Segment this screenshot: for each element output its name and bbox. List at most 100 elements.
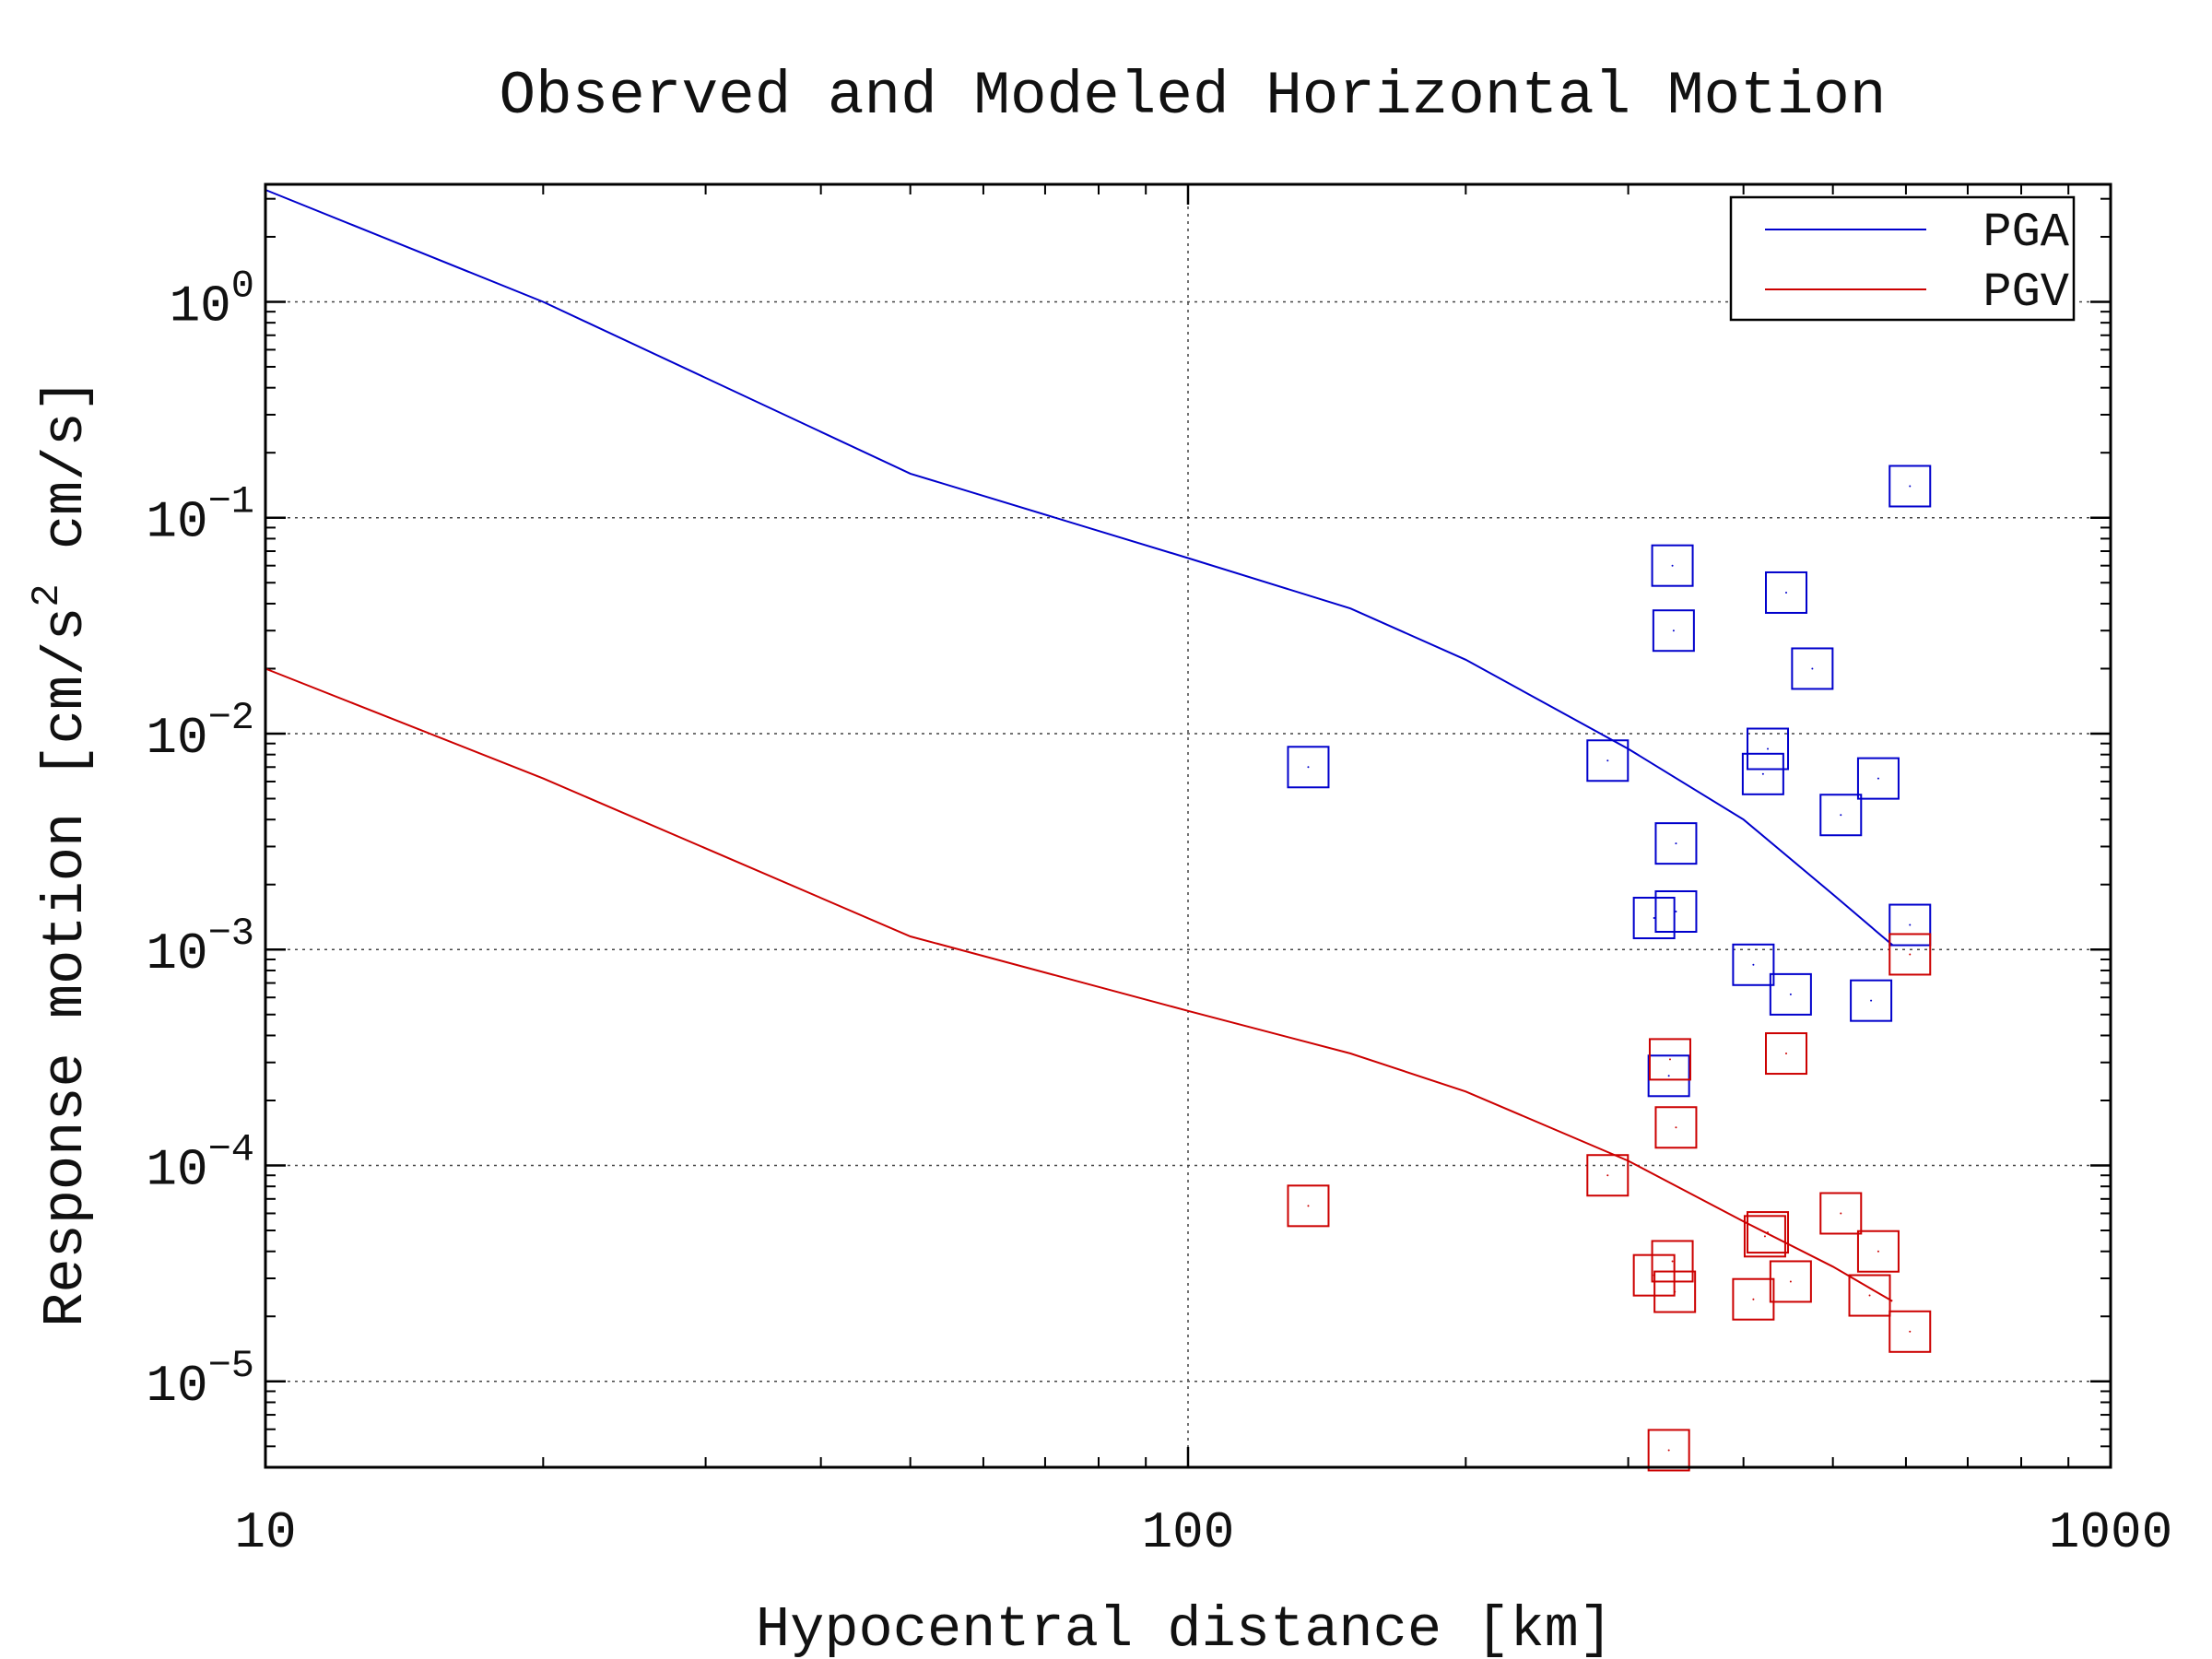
pgv-observed-point-center [1606, 1174, 1609, 1177]
series-line-pga [265, 189, 1893, 947]
legend: PGA PGV [1729, 195, 2076, 322]
y-tick-base: 10 [146, 1357, 207, 1416]
pga-observed-point [1741, 752, 1784, 795]
pgv-observed-point [1651, 1240, 1694, 1283]
pgv-observed-point [1848, 1274, 1891, 1317]
x-tick-label: 10 [234, 1503, 296, 1562]
pga-observed-point [1747, 727, 1790, 771]
x-axis-label: Hypocentral distance [km] [756, 1597, 1613, 1659]
pgv-observed-point-center [1675, 1126, 1677, 1129]
pgv-observed-point-center [1909, 1330, 1912, 1333]
chart-title: Observed and Modeled Horizontal Motion [499, 62, 1886, 131]
pgv-observed-point [1732, 1277, 1775, 1321]
y-tick-exponent: −2 [208, 696, 254, 740]
y-tick-exponent: −1 [208, 480, 254, 524]
pga-observed-point-center [1870, 999, 1873, 1002]
y-tick-base: 10 [146, 709, 207, 768]
pga-observed-point [1651, 544, 1694, 587]
y-tick-base: 10 [146, 924, 207, 983]
y-tick-label: 100 [170, 264, 254, 335]
pga-observed-point-center [1761, 772, 1764, 775]
pga-observed-point-center [1767, 747, 1770, 750]
y-tick-label: 10−5 [146, 1344, 254, 1416]
pga-observed-point [1652, 609, 1695, 653]
y-tick-exponent: −5 [208, 1344, 254, 1388]
legend-pgv-label: PGV [1983, 265, 2069, 320]
pga-observed-point [1791, 647, 1834, 690]
pgv-observed-point-center [1667, 1449, 1670, 1452]
pga-observed-point-center [1667, 1075, 1670, 1077]
y-axis-label: Response motion [cm/s2 cm/s] [25, 378, 99, 1327]
pga-observed-point-center [1752, 963, 1755, 966]
pga-observed-point [1654, 889, 1698, 933]
pgv-observed-point-center [1671, 1260, 1674, 1263]
pga-observed-point [1586, 739, 1630, 782]
y-tick-label: 10−4 [146, 1128, 254, 1200]
pga-observed-point [1287, 746, 1330, 789]
pgv-observed-point [1654, 1106, 1698, 1149]
pga-observed-point-center [1877, 777, 1879, 780]
grid [265, 184, 2111, 1467]
y-axis-label-tail: cm/s] [33, 378, 99, 583]
pga-observed-point [1647, 1054, 1690, 1098]
pga-observed-point-center [1811, 667, 1814, 670]
y-axis-label-exponent: 2 [25, 583, 69, 606]
y-axis-label-main: Response motion [cm/s [33, 607, 99, 1327]
pgv-observed-point-center [1307, 1205, 1310, 1207]
pgv-observed-point-center [1752, 1298, 1755, 1300]
pgv-observed-point-center [1785, 1053, 1788, 1055]
pga-observed-point [1888, 465, 1932, 508]
y-tick-label: 10−1 [146, 480, 254, 552]
pga-observed-point [1856, 757, 1900, 800]
legend-pga-label: PGA [1983, 206, 2069, 260]
pgv-observed-point [1856, 1230, 1900, 1273]
y-tick-exponent: 0 [231, 264, 254, 308]
pga-observed-point-center [1785, 591, 1788, 594]
pgv-observed-point [1287, 1184, 1330, 1228]
pga-observed-point-center [1909, 485, 1912, 488]
pgv-observed-point [1819, 1192, 1863, 1235]
pga-observed-point [1769, 972, 1812, 1016]
pga-observed-point-center [1909, 924, 1912, 926]
pga-observed-point [1765, 571, 1808, 614]
pgv-observed-point-center [1840, 1212, 1842, 1215]
x-tick-label: 1000 [2049, 1503, 2172, 1562]
x-tick-label: 100 [1142, 1503, 1235, 1562]
pgv-observed-point [1769, 1260, 1812, 1303]
pgv-observed-point-center [1909, 953, 1912, 956]
pga-observed-point-center [1653, 917, 1655, 920]
y-tick-base: 10 [146, 493, 207, 552]
y-tick-label: 10−2 [146, 696, 254, 768]
pgv-observed-point-center [1763, 1235, 1766, 1238]
pgv-observed-point [1888, 1310, 1932, 1353]
pgv-observed-point-center [1668, 1058, 1671, 1061]
legend-box [1729, 195, 2076, 322]
pgv-observed-point-center [1877, 1250, 1879, 1253]
pgv-observed-point [1586, 1154, 1630, 1197]
pga-observed-point-center [1840, 814, 1842, 817]
pga-observed-point-center [1675, 842, 1677, 845]
pgv-observed-point [1647, 1429, 1690, 1472]
pga-observed-point-center [1307, 766, 1310, 769]
pga-observed-point [1654, 822, 1698, 865]
y-tick-base: 10 [146, 1141, 207, 1200]
pga-observed-point-center [1789, 993, 1792, 995]
pgv-observed-point-center [1868, 1294, 1871, 1297]
y-tick-exponent: −4 [208, 1128, 254, 1172]
pgv-observed-point [1743, 1215, 1786, 1258]
pga-observed-point-center [1671, 564, 1674, 567]
pgv-observed-point [1653, 1270, 1697, 1313]
pga-observed-point [1732, 943, 1775, 986]
pgv-observed-point [1648, 1038, 1691, 1081]
pgv-observed-point-center [1789, 1280, 1792, 1283]
y-tick-exponent: −3 [208, 912, 254, 956]
pga-observed-point [1850, 979, 1893, 1022]
pga-observed-point [1632, 897, 1676, 940]
pga-observed-point [1819, 794, 1863, 837]
y-tick-base: 10 [170, 276, 231, 335]
series-layer [265, 189, 1932, 1472]
pgv-observed-point-center [1674, 1290, 1677, 1293]
pgv-observed-point [1765, 1032, 1808, 1076]
